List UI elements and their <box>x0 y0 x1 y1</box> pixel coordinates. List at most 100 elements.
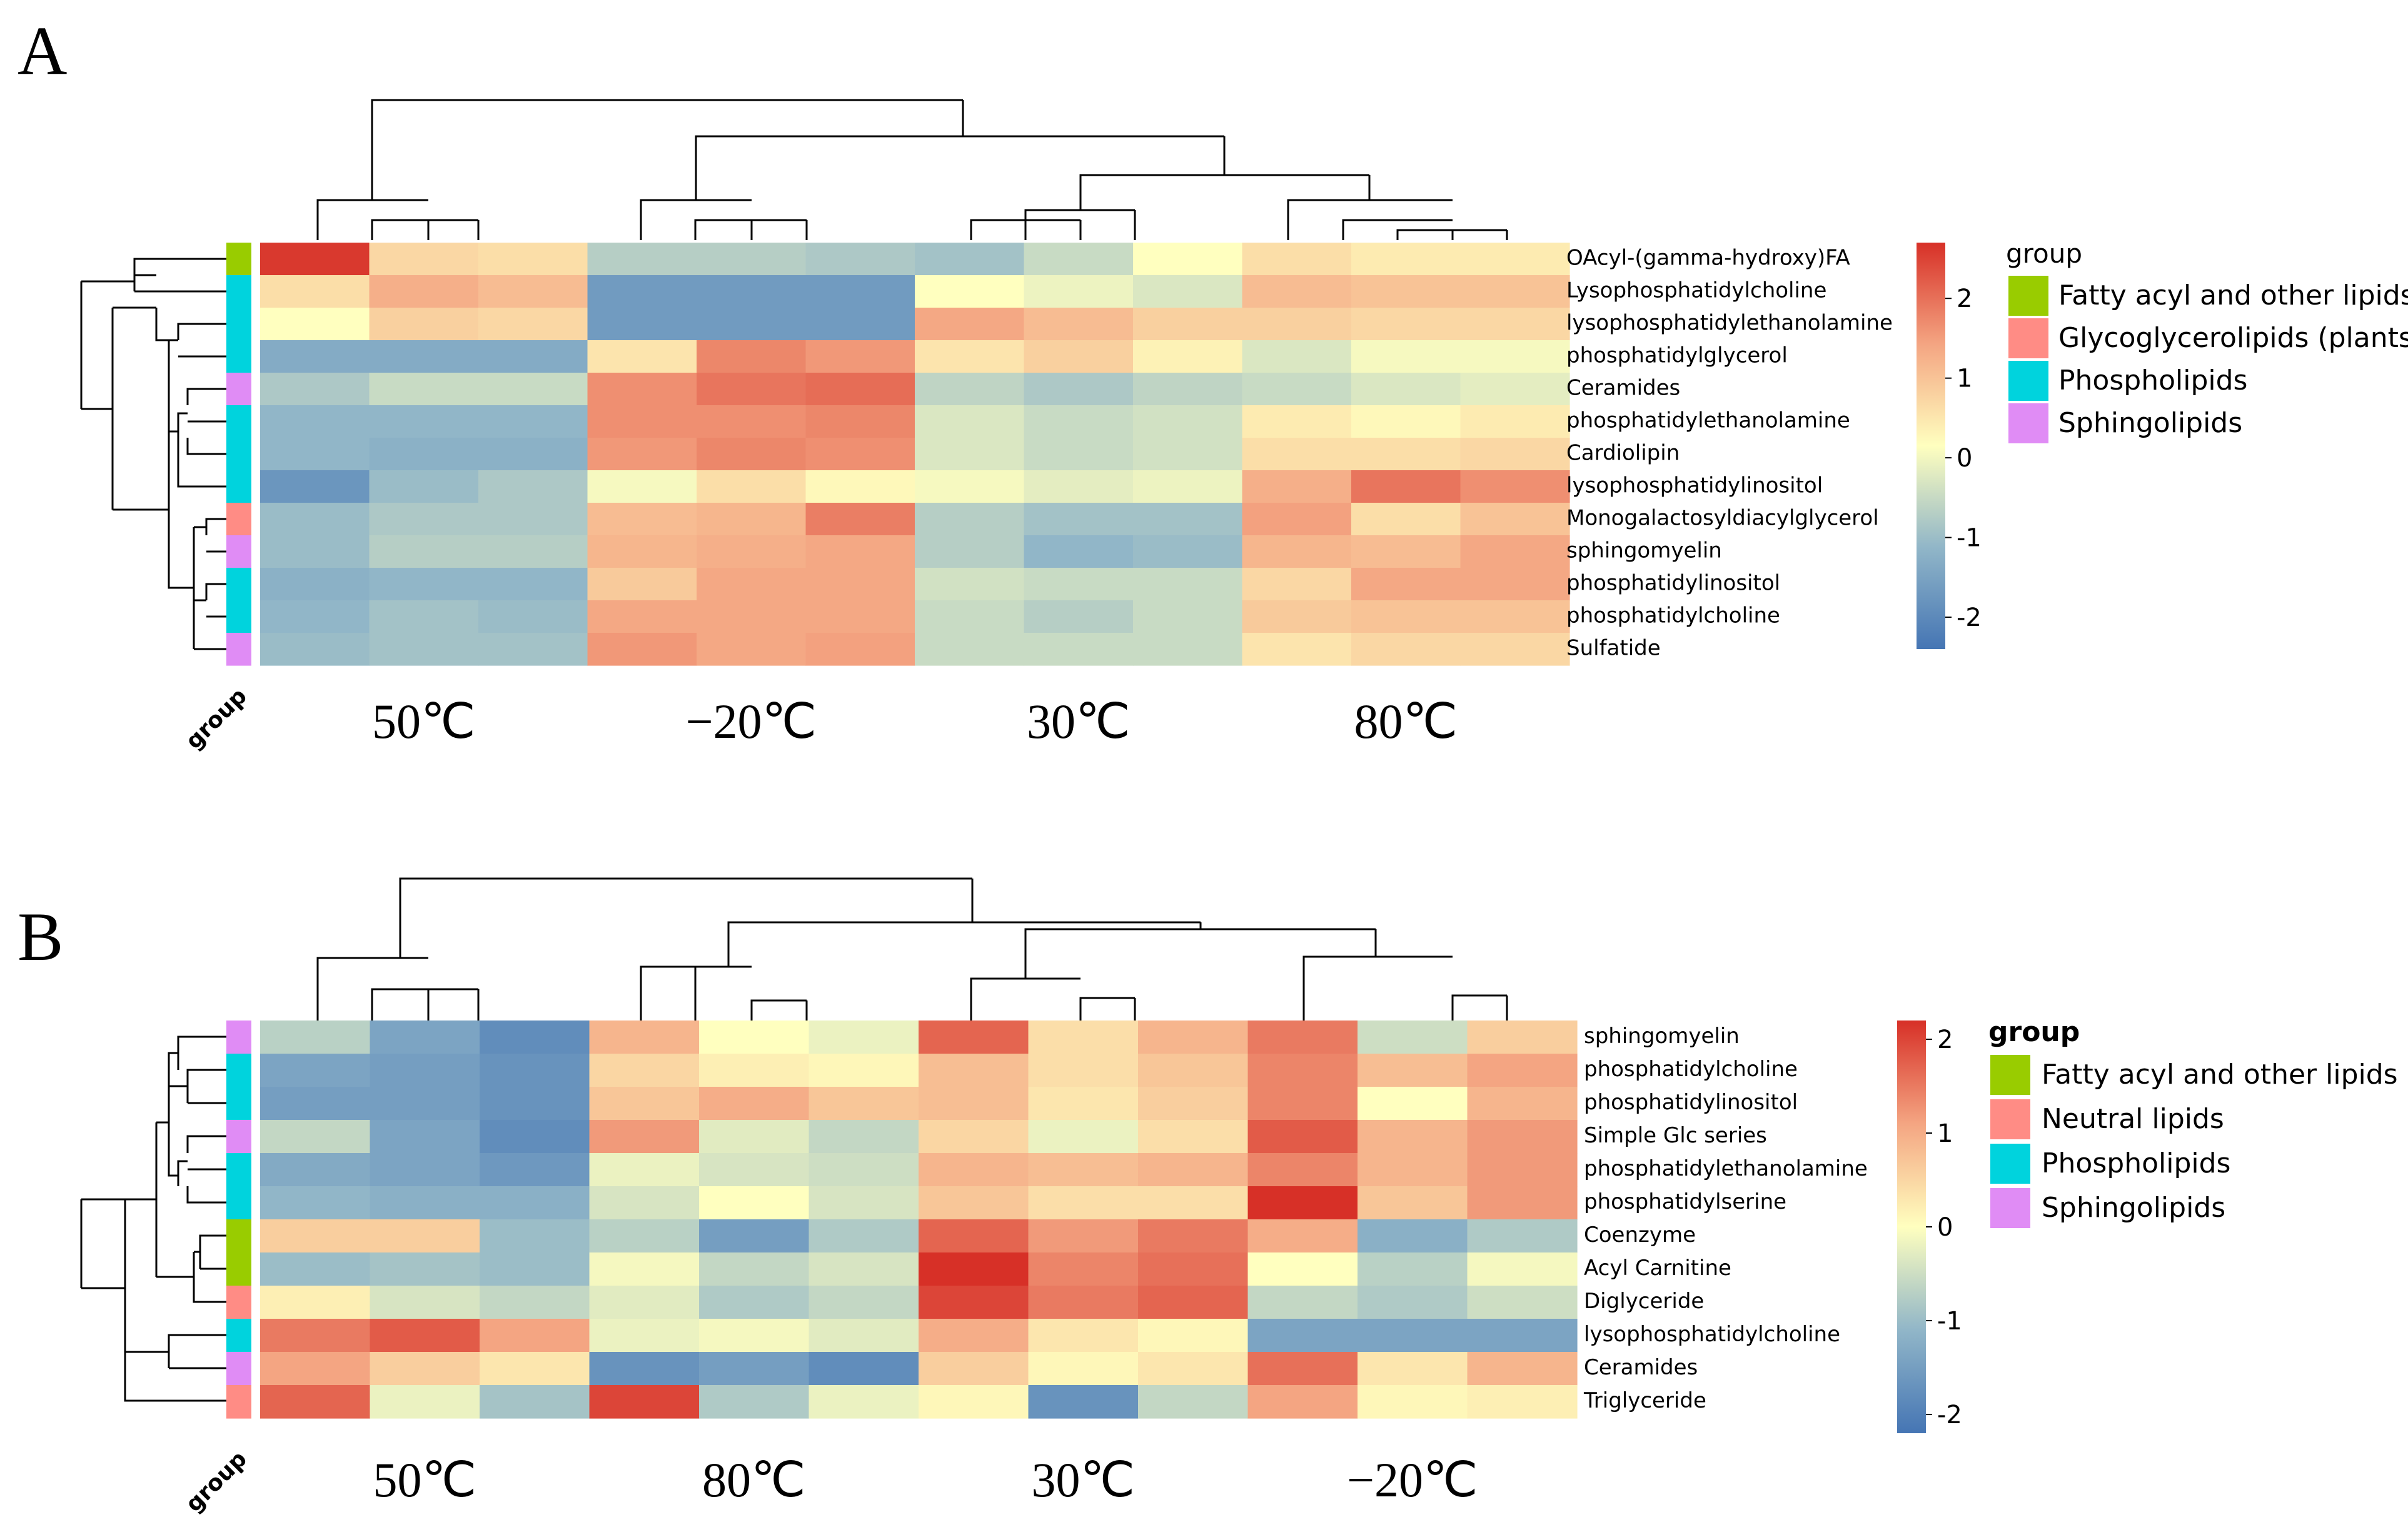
heatmap-cells-a <box>260 243 1570 666</box>
heatmap-cell <box>260 1385 371 1419</box>
heatmap-cell <box>697 308 807 341</box>
heatmap-cell <box>1024 405 1134 438</box>
group-bar-cell <box>226 405 251 438</box>
heatmap-cell <box>260 1054 371 1087</box>
colorbar-tick-label: 1 <box>1937 1119 1953 1148</box>
heatmap-cell <box>478 438 588 471</box>
heatmap-cell <box>1247 1054 1358 1087</box>
heatmap-cell <box>1133 633 1243 666</box>
heatmap-cell <box>370 1054 480 1087</box>
heatmap-cell <box>260 600 370 633</box>
heatmap-cell <box>1351 340 1461 373</box>
heatmap-cell <box>1460 340 1570 373</box>
group-bar-cell <box>226 1186 251 1220</box>
heatmap-cell <box>369 503 479 536</box>
heatmap-cell <box>369 438 479 471</box>
heatmap-cell <box>587 568 697 601</box>
heatmap-cell <box>1467 1252 1578 1286</box>
heatmap-cell <box>699 1186 810 1220</box>
heatmap-cell <box>809 1319 919 1353</box>
heatmap-cell <box>1460 600 1570 633</box>
panel-b: B sphingomyelin phosphatidylcholine phosph… <box>18 877 2398 1518</box>
heatmap-cell <box>1242 308 1352 341</box>
heatmap-cell <box>809 1021 919 1054</box>
heatmap-cell <box>1133 568 1243 601</box>
heatmap-cell <box>919 1252 1029 1286</box>
heatmap-cell <box>260 308 370 341</box>
group-bar-cell <box>226 535 251 568</box>
heatmap-cell <box>1242 503 1352 536</box>
heatmap-cell <box>1028 1252 1139 1286</box>
heatmap-cell <box>369 373 479 406</box>
heatmap-cell <box>369 405 479 438</box>
heatmap-cell <box>1138 1352 1249 1386</box>
group-bar-cell <box>226 1054 251 1087</box>
heatmap-cell <box>1242 600 1352 633</box>
heatmap-cell <box>1467 1352 1578 1386</box>
heatmap-cell <box>1133 470 1243 503</box>
heatmap-cell <box>1242 275 1352 308</box>
heatmap-cell <box>1138 1021 1249 1054</box>
colorbar-tick-label: 2 <box>1957 285 1972 313</box>
group-bar-cell <box>226 1385 251 1419</box>
group-bar-cell <box>226 1319 251 1353</box>
heatmap-cell <box>1467 1286 1578 1319</box>
heatmap-cell <box>919 1219 1029 1253</box>
heatmap-cell <box>480 1087 590 1121</box>
panel-letter-b: B <box>18 899 63 975</box>
heatmap-cell <box>589 1286 700 1319</box>
colorbar-ticks-a: 2 1 0 -1 -2 <box>1945 285 1982 632</box>
heatmap-cell <box>697 373 807 406</box>
heatmap-cell <box>1358 1385 1468 1419</box>
heatmap-cell <box>1138 1219 1249 1253</box>
heatmap-cell <box>480 1385 590 1419</box>
heatmap-cell <box>1138 1385 1249 1419</box>
heatmap-cell <box>805 600 915 633</box>
heatmap-cell <box>1242 243 1352 276</box>
heatmap-cell <box>1351 633 1461 666</box>
heatmap-cell <box>1024 340 1134 373</box>
group-bar-cell <box>226 503 251 536</box>
group-bar-cell <box>226 438 251 471</box>
heatmap-cell <box>1467 1021 1578 1054</box>
heatmap-cell <box>699 1219 810 1253</box>
heatmap-cell <box>1028 1352 1139 1386</box>
heatmap-cell <box>370 1186 480 1220</box>
heatmap-cell <box>1351 568 1461 601</box>
heatmap-cell <box>1138 1087 1249 1121</box>
heatmap-cell <box>587 470 697 503</box>
group-bar-cell <box>226 600 251 633</box>
heatmap-cell <box>915 633 1025 666</box>
heatmap-cell <box>1024 438 1134 471</box>
group-axis-label-b: group <box>181 1446 252 1518</box>
heatmap-cell <box>919 1286 1029 1319</box>
heatmap-cell <box>260 535 370 568</box>
heatmap-cell <box>587 308 697 341</box>
heatmap-cell <box>369 568 479 601</box>
heatmap-cell <box>809 1120 919 1154</box>
column-dendrogram-a <box>316 99 1508 240</box>
legend-swatch <box>1990 1055 2030 1095</box>
heatmap-cell <box>1133 243 1243 276</box>
heatmap-cell <box>1351 600 1461 633</box>
colorbar-tick-label: 1 <box>1957 365 1972 393</box>
heatmap-cell <box>478 633 588 666</box>
heatmap-cell <box>1024 275 1134 308</box>
heatmap-cell <box>1028 1186 1139 1220</box>
group-bar-b <box>226 1021 251 1419</box>
heatmap-cell <box>1028 1087 1139 1121</box>
heatmap-cell <box>260 438 370 471</box>
heatmap-cell <box>1460 405 1570 438</box>
heatmap-cells-b <box>260 1021 1578 1419</box>
heatmap-cell <box>1247 1219 1358 1253</box>
row-label: phosphatidylserine <box>1584 1189 1786 1214</box>
row-label: Coenzyme <box>1584 1222 1696 1247</box>
group-bar-cell <box>226 275 251 308</box>
colorbar-tick-label: 0 <box>1957 444 1972 473</box>
condition-label: 30℃ <box>1031 1453 1135 1507</box>
colorbar-tick-label: -2 <box>1937 1401 1962 1429</box>
group-axis-label-a: group <box>181 683 252 755</box>
heatmap-cell <box>809 1252 919 1286</box>
heatmap-cell <box>1358 1252 1468 1286</box>
heatmap-cell <box>1358 1054 1468 1087</box>
